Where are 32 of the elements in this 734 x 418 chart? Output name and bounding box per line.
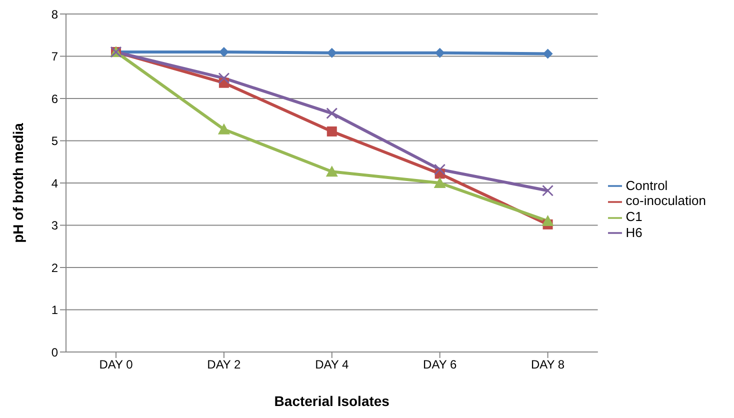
point [326,166,338,177]
point [434,164,446,176]
y-tick-label: 2 [51,260,58,275]
y-axis-title: pH of broth media [10,122,26,243]
point [434,177,446,188]
point [542,215,554,226]
y-tick-label: 5 [51,134,58,148]
point [218,123,230,134]
y-tick-label: 1 [51,303,58,318]
legend-label: Control [626,178,668,193]
x-tick-label: DAY 2 [207,358,242,372]
x-axis-title: Bacterial Isolates [274,392,390,409]
point [326,126,337,136]
y-tick-label: 6 [51,92,58,106]
point [326,108,338,120]
x-tick-label: DAY 8 [530,358,565,372]
y-tick-label: 4 [51,176,58,190]
y-tick-label: 3 [51,218,58,233]
y-tick-label: 8 [51,7,58,22]
legend-label: C1 [626,209,642,224]
y-tick-label: 0 [51,345,58,360]
y-tick-label: 7 [51,50,58,64]
legend-label: co-inoculation [626,193,706,208]
point [434,48,445,58]
legend-label: H6 [626,224,642,240]
point [218,72,230,84]
x-tick-label: DAY 6 [423,358,457,372]
point [326,48,337,58]
point [542,48,553,59]
x-tick-label: DAY 4 [315,358,349,372]
point [542,184,554,196]
x-tick-label: DAY 0 [99,358,134,372]
